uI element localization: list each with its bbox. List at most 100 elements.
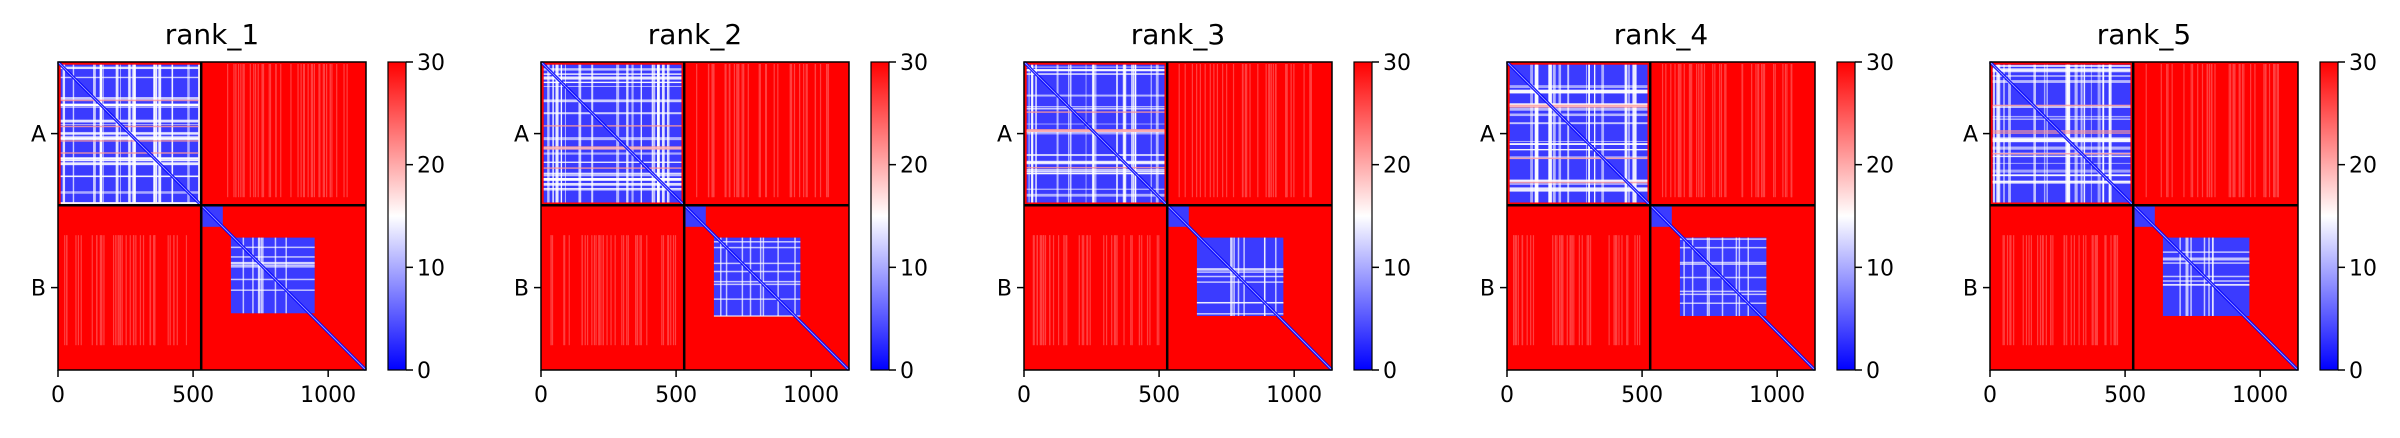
grid-line <box>2162 284 2250 286</box>
streak <box>1627 235 1629 346</box>
grid-line <box>560 64 563 203</box>
grid-line <box>1155 64 1159 203</box>
grid-line <box>187 64 190 203</box>
grid-line <box>2162 257 2250 259</box>
streak <box>759 64 761 198</box>
grid-line <box>1509 113 1648 117</box>
grid-line <box>543 85 682 87</box>
streak <box>227 64 229 198</box>
colorbar-tick-label: 10 <box>1866 256 1894 281</box>
streak <box>667 235 669 346</box>
streak <box>103 235 105 346</box>
grid-line <box>1706 237 1709 316</box>
grid-line <box>1026 106 1165 108</box>
grid-line <box>668 64 670 203</box>
streak <box>793 64 796 198</box>
streak <box>819 64 822 198</box>
streak <box>75 235 77 346</box>
grid-line <box>713 262 801 265</box>
grid-line <box>1134 64 1137 203</box>
streak <box>1639 235 1641 346</box>
grid-line <box>1509 179 1648 182</box>
y-tick-label: B <box>1480 277 1495 302</box>
streak <box>173 235 175 346</box>
grid-line <box>1243 237 1245 316</box>
streak <box>2063 235 2065 346</box>
streak <box>1116 235 1118 346</box>
streak <box>586 235 589 346</box>
grid-line <box>543 137 682 141</box>
streak <box>1661 64 1664 198</box>
grid-line <box>1150 64 1152 203</box>
streak <box>1242 64 1244 198</box>
grid-line <box>1026 154 1165 157</box>
grid-line <box>555 64 559 203</box>
grid-line <box>230 256 315 258</box>
streak <box>674 235 677 346</box>
streak <box>1677 64 1680 198</box>
streak <box>1674 64 1676 198</box>
grid-line <box>1026 188 1165 190</box>
grid-line <box>547 64 550 203</box>
streak <box>1033 235 1035 346</box>
streak <box>2039 235 2042 346</box>
streak <box>2110 235 2112 346</box>
streak <box>1615 235 1617 346</box>
streak <box>1741 64 1743 198</box>
grid-line <box>1509 85 1648 88</box>
diagonal-highlight <box>1506 61 1816 371</box>
streak <box>2070 235 2072 346</box>
streak <box>2210 64 2213 198</box>
streak <box>1560 235 1562 346</box>
grid-line <box>1593 64 1596 203</box>
x-tick-label: 500 <box>1138 383 1180 408</box>
streak <box>827 64 830 198</box>
block-aa-gridlines <box>1992 64 2131 203</box>
streak <box>1561 235 1563 346</box>
streak <box>1063 235 1065 346</box>
streak <box>2233 64 2235 198</box>
streak <box>2208 64 2211 198</box>
streak <box>773 64 775 198</box>
grid-line <box>741 237 744 316</box>
grid-line <box>242 237 245 314</box>
streak <box>1515 235 1517 346</box>
streak <box>1303 64 1305 198</box>
grid-line <box>543 172 682 175</box>
grid-line <box>1092 64 1094 203</box>
streak <box>711 64 713 198</box>
streak <box>2104 235 2106 346</box>
panel-title: rank_5 <box>2097 18 2191 51</box>
streak <box>1558 235 1561 346</box>
grid-line <box>1196 281 1284 283</box>
streak <box>154 235 156 346</box>
streak <box>1626 235 1628 346</box>
heatmap-frame <box>1506 61 1816 371</box>
x-tick-label: 0 <box>1500 383 1514 408</box>
streak <box>1178 64 1180 198</box>
grid-line <box>1632 64 1636 203</box>
grid-line <box>1509 181 1648 184</box>
streak <box>568 235 570 346</box>
streak <box>66 235 68 346</box>
streak <box>635 235 637 346</box>
streak <box>1244 64 1247 198</box>
panel-title: rank_1 <box>165 18 259 51</box>
grid-line <box>1635 64 1637 203</box>
grid-line <box>1627 64 1630 203</box>
streak <box>125 235 127 346</box>
colorbar-tick-label: 10 <box>2349 256 2377 281</box>
streak <box>2096 235 2098 346</box>
grid-line <box>153 64 156 203</box>
streak <box>1566 235 1568 346</box>
colorbar-tick-label: 30 <box>900 51 928 76</box>
grid-line <box>1509 103 1648 106</box>
y-tick-label: A <box>514 123 529 148</box>
streak <box>2241 64 2244 198</box>
grid-line <box>93 64 96 203</box>
grid-line <box>794 237 796 316</box>
grid-line <box>1992 104 2131 107</box>
grid-line <box>552 64 554 203</box>
grid-line <box>1992 80 2131 83</box>
diagonal-highlight <box>540 61 850 371</box>
